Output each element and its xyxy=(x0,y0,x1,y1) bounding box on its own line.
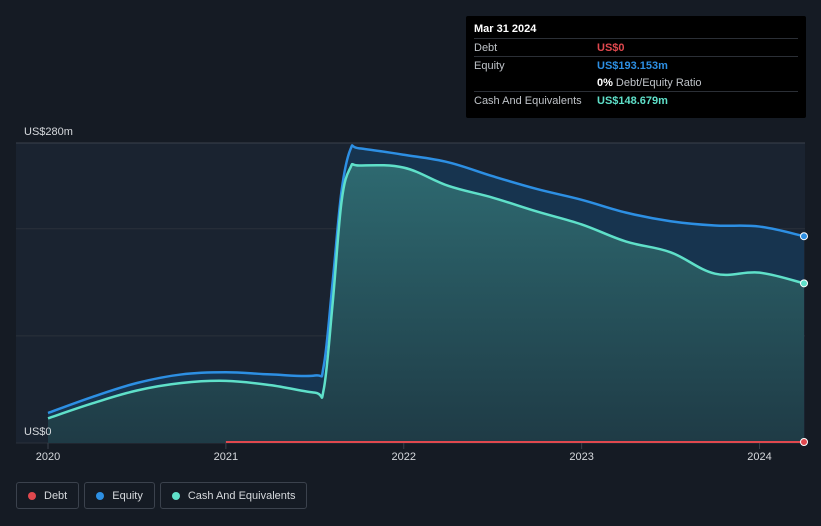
cash-end-point xyxy=(800,279,808,288)
tooltip-ratio-value: 0% xyxy=(597,76,613,89)
tooltip-value: US$0 xyxy=(597,41,625,54)
legend-item-debt[interactable]: Debt xyxy=(16,482,80,509)
legend-label: Debt xyxy=(44,489,68,502)
cash-area xyxy=(48,164,804,444)
cash-dot-icon xyxy=(171,491,180,500)
debt-dot-icon xyxy=(28,491,36,500)
x-axis-tick-label: 2022 xyxy=(392,451,416,463)
x-axis-tick-label: 2021 xyxy=(214,451,238,463)
legend: Debt Equity Cash And Equivalents xyxy=(16,482,308,509)
legend-label: Cash And Equivalents xyxy=(187,489,296,502)
tooltip-row-cash: Cash And Equivalents US$148.679m xyxy=(474,91,798,109)
tooltip-value: US$148.679m xyxy=(597,94,668,107)
tooltip-ratio-label: Debt/Equity Ratio xyxy=(615,76,702,89)
legend-item-equity[interactable]: Equity xyxy=(84,482,155,509)
x-axis-tick-label: 2023 xyxy=(569,451,593,463)
y-axis-bottom-label: US$0 xyxy=(24,426,52,438)
tooltip-label: Debt xyxy=(474,41,498,54)
tooltip-row-debt: Debt US$0 xyxy=(474,38,798,56)
equity-line xyxy=(47,144,805,415)
tooltip-row-equity: Equity US$193.153m xyxy=(474,56,798,74)
cash-line xyxy=(47,162,805,420)
tooltip-date: Mar 31 2024 xyxy=(474,23,537,35)
legend-label: Equity xyxy=(112,489,143,502)
equity-end-point xyxy=(800,232,808,241)
legend-item-cash[interactable]: Cash And Equivalents xyxy=(159,482,308,509)
tooltip-row-ratio: 0% Debt/Equity Ratio xyxy=(474,74,798,91)
y-axis-top-label: US$280m xyxy=(24,126,73,138)
tooltip-label: Cash And Equivalents xyxy=(474,94,582,107)
tooltip-label: Equity xyxy=(474,59,505,72)
equity-dot-icon xyxy=(96,491,105,500)
x-axis-tick-label: 2020 xyxy=(36,451,60,463)
tooltip-panel: Mar 31 2024 Debt US$0 Equity US$193.153m… xyxy=(466,16,806,118)
debt-end-point xyxy=(800,438,808,446)
x-axis-tick-label: 2024 xyxy=(747,451,771,463)
tooltip-value: US$193.153m xyxy=(597,59,668,72)
